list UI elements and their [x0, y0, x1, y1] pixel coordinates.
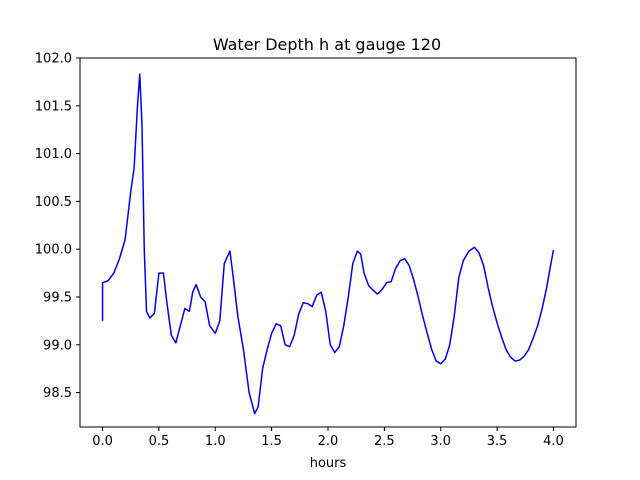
- x-tick-label: 2.0: [318, 434, 339, 449]
- axes-frame: [79, 57, 577, 428]
- plot-area: [101, 73, 555, 415]
- x-tick-label: 3.5: [487, 434, 508, 449]
- y-tick-label: 101.5: [35, 99, 72, 114]
- x-tick-label: 0.0: [92, 434, 113, 449]
- x-tick-label: 0.5: [149, 434, 170, 449]
- x-tick-label: 2.5: [374, 434, 395, 449]
- y-tick-label: 99.0: [43, 338, 72, 353]
- y-tick-label: 102.0: [35, 52, 72, 67]
- x-tick-label: 3.0: [430, 434, 451, 449]
- chart-title: Water Depth h at gauge 120: [213, 35, 441, 54]
- x-tick-label: 1.0: [205, 434, 226, 449]
- y-tick-label: 100.0: [35, 243, 72, 258]
- x-tick-label: 4.0: [543, 434, 564, 449]
- y-tick-label: 99.5: [43, 290, 72, 305]
- x-axis-label: hours: [310, 456, 347, 471]
- axis-ticks: 0.0 0.5 1.0 1.5 2.0 2.5 3.0 3.5 4.0 98.5 99.0 99.5 1…: [35, 52, 564, 450]
- y-tick-label: 101.0: [35, 147, 72, 162]
- y-tick-label: 98.5: [43, 386, 72, 401]
- series-line-0: [101, 73, 555, 415]
- y-tick-label: 100.5: [35, 195, 72, 210]
- x-tick-label: 1.5: [261, 434, 282, 449]
